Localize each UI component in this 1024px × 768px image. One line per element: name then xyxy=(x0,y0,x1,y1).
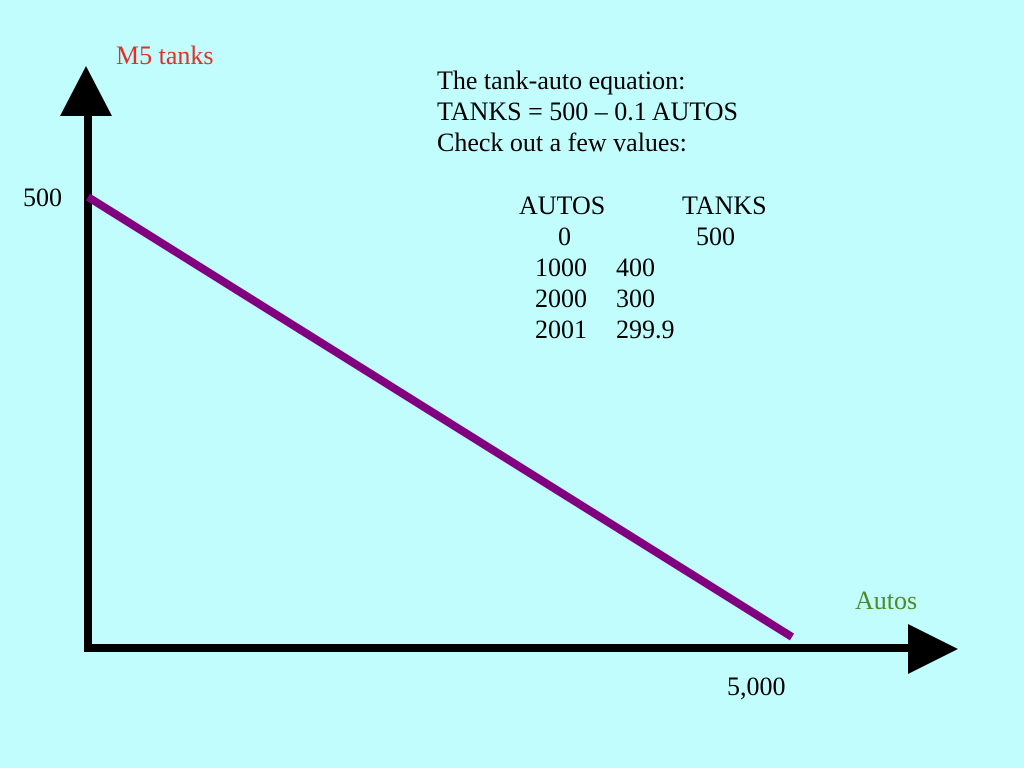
y-tick-label: 500 xyxy=(23,183,62,212)
notes-line-prompt: Check out a few values: xyxy=(437,128,687,157)
x-axis-arrowhead xyxy=(908,624,958,674)
notes-line-title: The tank-auto equation: xyxy=(437,66,686,95)
series-line-0 xyxy=(85,193,795,641)
table-cell-autos: 2000 xyxy=(535,284,587,313)
series-layer xyxy=(85,193,795,641)
table-cell-tanks: 500 xyxy=(696,222,735,251)
table-header-tanks: TANKS xyxy=(682,191,767,220)
x-axis-label: Autos xyxy=(855,586,918,615)
table-cell-autos: 2001 xyxy=(535,315,587,344)
table-cell-autos: 0 xyxy=(558,222,571,251)
equation-notes: The tank-auto equation: TANKS = 500 – 0.… xyxy=(437,65,738,158)
table-cell-tanks: 299.9 xyxy=(616,315,675,344)
y-axis-arrowhead xyxy=(60,66,112,116)
x-tick-label: 5,000 xyxy=(727,672,786,701)
notes-line-equation: TANKS = 500 – 0.1 AUTOS xyxy=(437,97,739,126)
table-cell-tanks: 400 xyxy=(616,253,655,282)
table-cell-autos: 1000 xyxy=(535,253,587,282)
y-axis-label: M5 tanks xyxy=(116,41,214,70)
table-header-autos: AUTOS xyxy=(519,191,606,220)
table-cell-tanks: 300 xyxy=(616,284,655,313)
